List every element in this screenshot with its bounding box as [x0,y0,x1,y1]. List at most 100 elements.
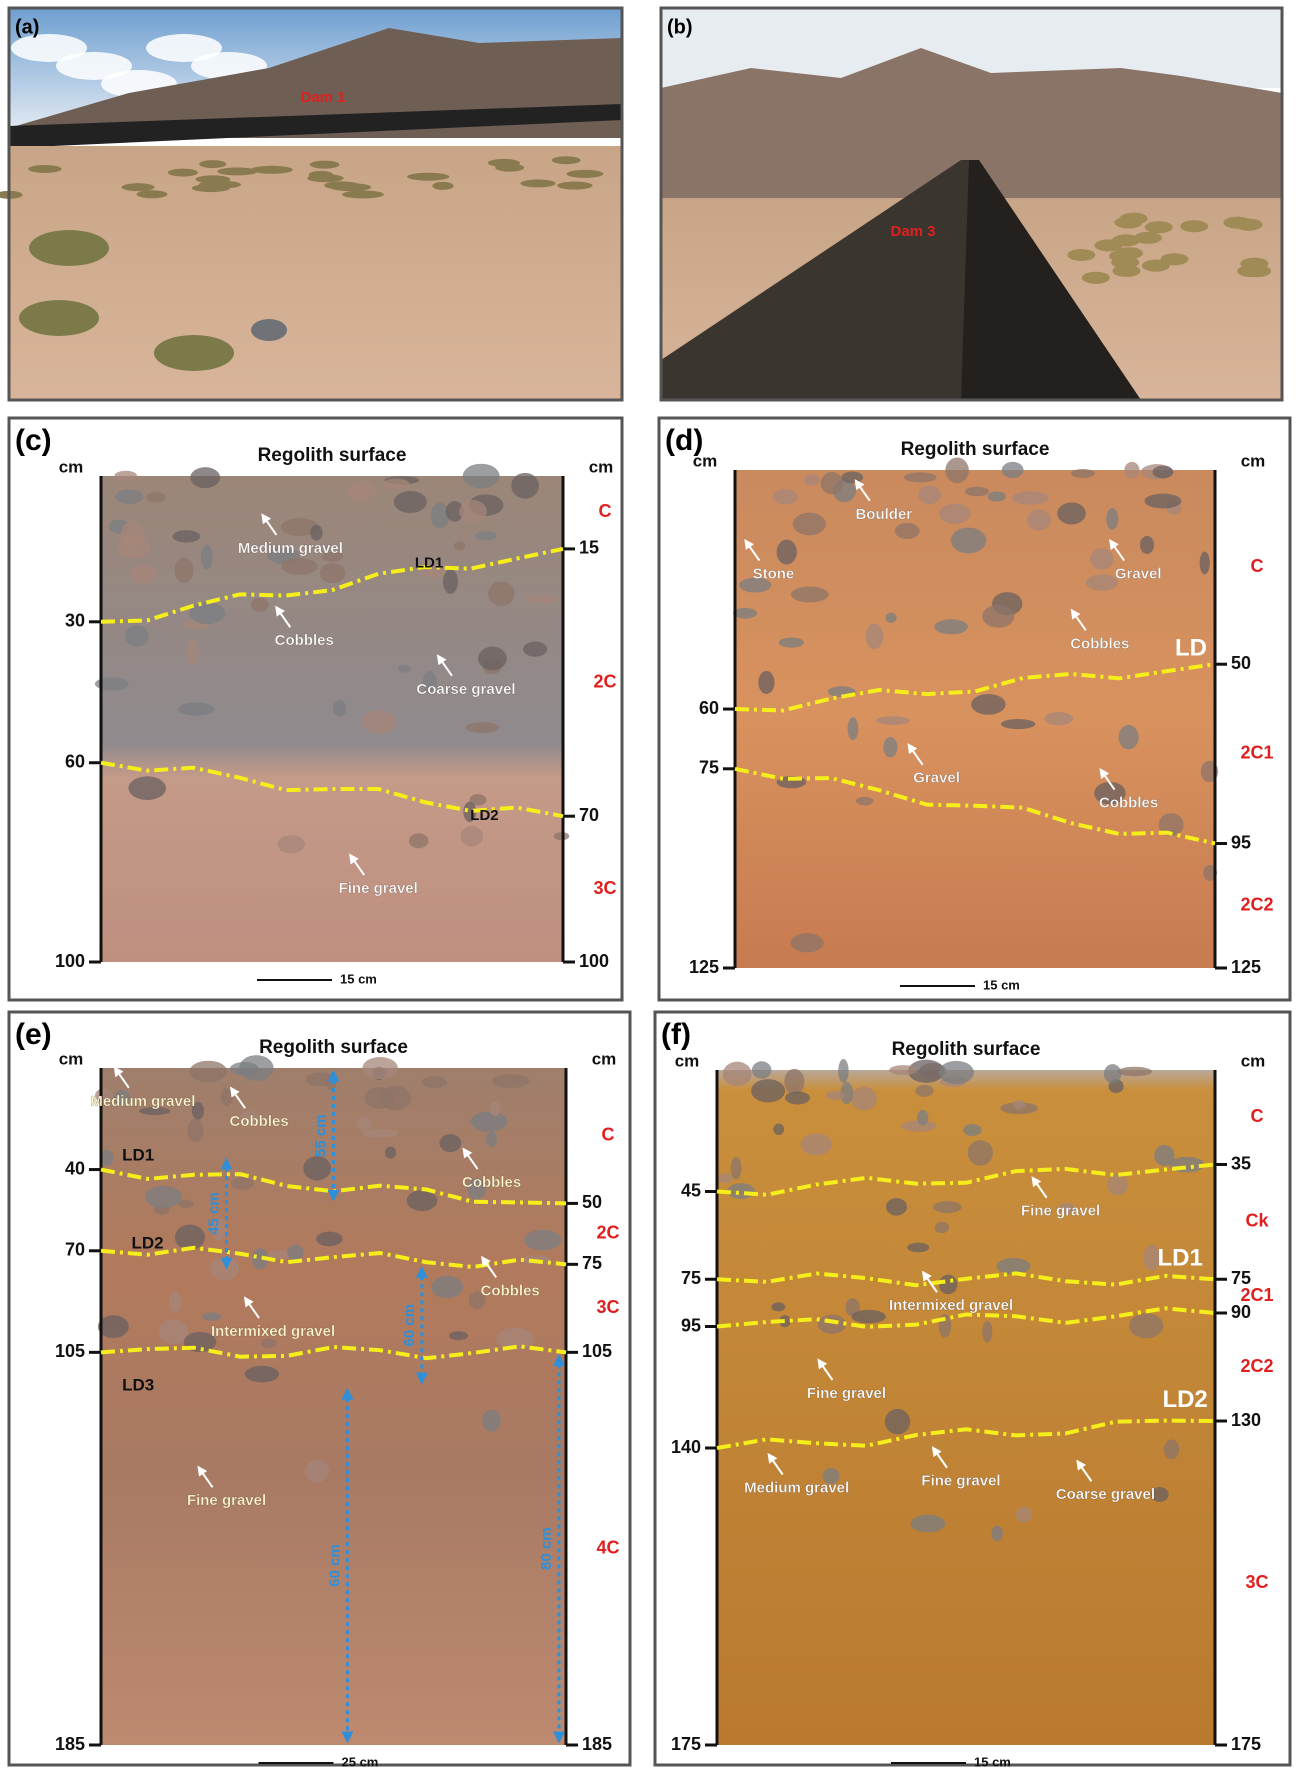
photo [661,8,1282,400]
note: Cobbles [230,1113,289,1130]
depth-label: 15 [579,538,599,558]
stone [758,671,774,694]
stone [333,700,346,716]
stone [982,1321,992,1343]
depth-label: 40 [65,1158,85,1178]
depth-unit: cm [592,1049,617,1068]
stone [1027,509,1051,530]
stone [511,473,539,499]
shrub [1082,272,1110,284]
horizon-label: C [602,1124,615,1144]
stone [1119,725,1139,750]
stone [221,1088,234,1106]
stone [316,1232,343,1247]
depth-unit: cm [1241,451,1266,470]
shrub [1067,249,1095,261]
shrub [199,160,226,168]
page: {"panels":[ {"label":"(a)","annotations"… [0,0,1301,1771]
horizon-label: 2C1 [1240,1285,1273,1305]
measure-label: 80 cm [538,1527,555,1570]
stone [1140,536,1154,554]
scale-label: 15 cm [983,977,1020,992]
panel-label: (f) [661,1018,691,1051]
depth-label: 100 [579,951,609,971]
stone [475,531,496,540]
shrub [1114,217,1142,229]
stone [101,1149,114,1166]
stone [951,528,987,554]
stone [1001,719,1035,729]
shrub [195,175,230,183]
shrub [136,190,167,198]
stone [911,1515,946,1533]
stone [189,1061,227,1082]
depth-label: 75 [582,1253,602,1273]
note: Medium gravel [238,540,343,557]
depth-label: 70 [579,805,599,825]
depth-label: 125 [689,957,719,977]
profile-title: Regolith surface [901,439,1050,460]
stone [1200,552,1210,575]
stone [1057,502,1086,524]
stone [231,1177,254,1189]
depth-label: 175 [1231,1734,1261,1754]
panel-label: (e) [15,1018,52,1051]
shrub [1112,265,1140,277]
stone [310,525,322,541]
shrub [154,335,234,371]
scale-label: 15 cm [340,971,377,986]
stone [130,565,156,585]
note: Fine gravel [807,1385,886,1402]
depth-label: 105 [582,1341,612,1361]
depth-unit: cm [59,1049,84,1068]
horizon-label: 3C [1245,1572,1268,1592]
stone [169,1292,181,1314]
stone [478,647,507,671]
stone [773,1124,784,1136]
stone [935,1222,950,1233]
stone [398,665,411,673]
stone [1013,1100,1025,1110]
note: Intermixed gravel [889,1297,1013,1314]
stone [1164,1439,1179,1459]
horizon-label: 2C2 [1240,895,1273,915]
depth-label: 60 [65,751,85,771]
stone [303,1156,331,1180]
photo-annotation: Dam 3 [890,223,935,240]
shrub [432,182,453,190]
depth-label: 95 [1231,832,1251,852]
depth-label: 60 [699,698,719,718]
measure-label: 45 cm [206,1192,223,1235]
stone [895,523,920,539]
measure-label: 60 cm [401,1304,418,1347]
stone [885,613,896,623]
stone [918,486,940,504]
stone [278,835,305,853]
stone [784,1069,804,1095]
stone [409,833,429,848]
depth-label: 30 [65,611,85,631]
horizon-label: 2C2 [1240,1356,1273,1376]
profile-title: Regolith surface [259,1037,408,1058]
stone [362,1057,397,1079]
shrub [407,173,449,181]
boundary-label: LD1 [1157,1244,1202,1271]
stone [883,737,897,758]
stone [245,1366,279,1383]
horizon-label: 2C [596,1223,619,1243]
depth-label: 140 [671,1437,701,1457]
scale-label: 25 cm [342,1754,379,1769]
shrub [29,230,109,266]
stone [439,1134,461,1152]
stone [1071,469,1095,478]
stone [791,933,824,952]
stone [1124,462,1139,478]
shrub [250,166,292,174]
shrub [1223,217,1251,229]
depth-label: 100 [55,951,85,971]
stone [202,1313,221,1321]
depth-unit: cm [1241,1051,1266,1070]
stone [904,472,937,482]
stone [727,1183,755,1199]
note: Fine gravel [339,880,418,897]
